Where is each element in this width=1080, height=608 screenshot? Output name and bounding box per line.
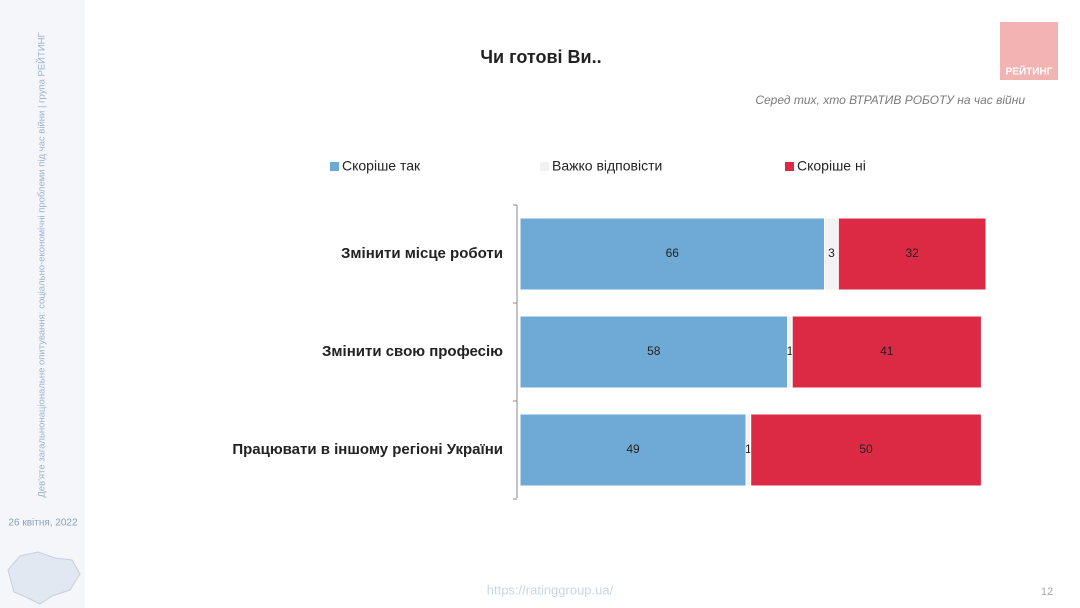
value-label: 1 xyxy=(745,442,752,456)
legend-label: Важко відповісти xyxy=(552,158,662,174)
logo-box xyxy=(1000,22,1058,80)
map-icon xyxy=(7,551,81,605)
value-label: 41 xyxy=(880,344,894,358)
bar-segment xyxy=(791,315,982,389)
chart-title: Чи готові Ви.. xyxy=(480,47,601,67)
category-label: Змінити свою професію xyxy=(322,343,503,360)
category-label: Працювати в іншому регіоні України xyxy=(232,441,503,458)
value-label: 32 xyxy=(905,246,919,260)
date: 26 квітня, 2022 xyxy=(8,518,78,529)
value-label: 66 xyxy=(666,246,680,260)
url: https://ratinggroup.ua/ xyxy=(487,582,614,597)
bar-segment xyxy=(750,413,982,487)
sidebar xyxy=(0,0,85,608)
bar-segment xyxy=(519,413,747,487)
value-label: 1 xyxy=(787,344,794,358)
bar-segment xyxy=(519,217,826,291)
legend-swatch xyxy=(785,162,794,171)
legend-label: Скоріше ні xyxy=(797,158,866,174)
value-label: 58 xyxy=(647,344,661,358)
page-number: 12 xyxy=(1041,586,1053,598)
logo-text: РЕЙТИНГ xyxy=(1006,65,1053,78)
category-label: Змінити місце роботи xyxy=(341,245,503,262)
legend-swatch xyxy=(330,162,339,171)
legend-swatch xyxy=(540,162,549,171)
value-label: 50 xyxy=(859,442,873,456)
value-label: 49 xyxy=(626,442,640,456)
value-label: 3 xyxy=(828,246,835,260)
sidebar-text: Дев'яте загальнонаціональне опитування: … xyxy=(36,32,48,497)
chart-subtitle: Серед тих, хто ВТРАТИВ РОБОТУ на час вій… xyxy=(755,93,1025,107)
bar-segment xyxy=(837,217,987,291)
legend-label: Скоріше так xyxy=(342,158,421,174)
